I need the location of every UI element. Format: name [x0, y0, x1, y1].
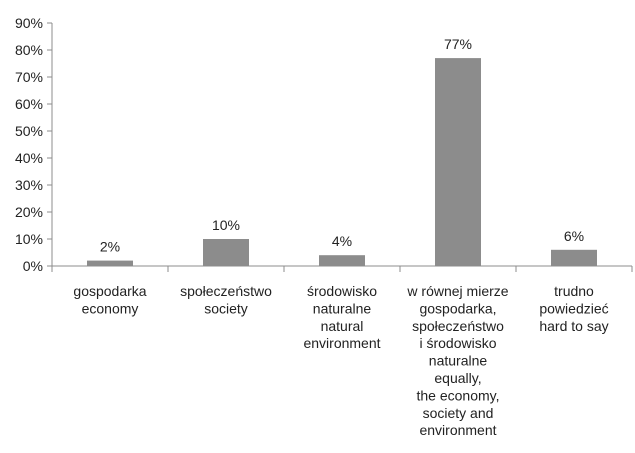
category-label-line: środowisko	[307, 283, 377, 299]
chart-bars	[87, 58, 597, 266]
data-label: 2%	[100, 239, 120, 255]
category-label: społeczeństwo society	[180, 283, 272, 316]
category-label-line: natural	[321, 318, 364, 334]
category-label-line: society and	[423, 405, 494, 421]
category-label: trudno powiedzieć hard to say	[539, 283, 608, 334]
bar	[203, 239, 249, 266]
category-label-line: economy	[82, 300, 139, 316]
data-label: 10%	[212, 217, 240, 233]
category-label-line: gospodarka	[73, 283, 146, 299]
data-label: 77%	[444, 36, 472, 52]
category-label-line: trudno	[554, 283, 594, 299]
category-label-line: powiedzieć	[539, 300, 608, 316]
category-label-line: hard to say	[539, 318, 608, 334]
category-label-line: environment	[303, 335, 380, 351]
y-tick-label: 40%	[15, 150, 43, 166]
y-tick-label: 0%	[23, 258, 43, 274]
category-label-line: społeczeństwo	[180, 283, 272, 299]
y-tick-label: 30%	[15, 177, 43, 193]
bar	[319, 255, 365, 266]
y-tick-label: 60%	[15, 96, 43, 112]
y-tick-label: 80%	[15, 42, 43, 58]
y-tick-label: 50%	[15, 123, 43, 139]
y-tick-label: 20%	[15, 204, 43, 220]
y-tick-label: 90%	[15, 15, 43, 31]
category-label-line: society	[204, 300, 248, 316]
category-label-line: gospodarka,	[419, 300, 496, 316]
data-label: 4%	[332, 233, 352, 249]
category-label-line: społeczeństwo	[412, 318, 504, 334]
bar	[435, 58, 481, 266]
y-tick-label: 70%	[15, 69, 43, 85]
category-label: w równej mierze gospodarka, społeczeństwo i…	[406, 283, 508, 438]
bar	[551, 249, 597, 266]
category-label: gospodarka economy	[73, 283, 146, 316]
category-label-line: w równej mierze	[406, 283, 508, 299]
category-label-line: i środowisko	[419, 335, 496, 351]
chart-axes: 0% 10% 20% 30% 40% 50% 60% 70% 80% 90%	[15, 15, 633, 274]
bar	[87, 260, 133, 266]
category-label-line: naturalne	[429, 353, 488, 369]
category-label: środowisko naturalne natural environment	[303, 283, 380, 351]
category-label-line: equally,	[434, 370, 481, 386]
data-label: 6%	[564, 228, 584, 244]
category-label-line: the economy,	[416, 387, 499, 403]
category-label-line: naturalne	[313, 300, 372, 316]
y-tick-label: 10%	[15, 231, 43, 247]
category-label-line: environment	[419, 422, 496, 438]
